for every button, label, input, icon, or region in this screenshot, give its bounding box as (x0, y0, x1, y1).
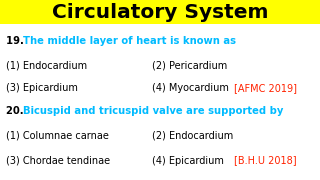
Text: Circulatory System: Circulatory System (52, 3, 268, 22)
Text: The middle layer of heart is known as: The middle layer of heart is known as (23, 35, 236, 46)
Text: (2) Endocardium: (2) Endocardium (152, 130, 233, 140)
Text: (4) Epicardium: (4) Epicardium (152, 156, 224, 166)
Text: (1) Endocardium: (1) Endocardium (6, 61, 87, 71)
Text: [B.H.U 2018]: [B.H.U 2018] (234, 156, 296, 166)
Text: (1) Columnae carnae: (1) Columnae carnae (6, 130, 108, 140)
Text: 19.: 19. (6, 35, 27, 46)
Text: (3) Chordae tendinae: (3) Chordae tendinae (6, 156, 110, 166)
Text: [AFMC 2019]: [AFMC 2019] (234, 83, 297, 93)
Text: (3) Epicardium: (3) Epicardium (6, 83, 78, 93)
Text: (2) Pericardium: (2) Pericardium (152, 61, 227, 71)
Text: Bicuspid and tricuspid valve are supported by: Bicuspid and tricuspid valve are support… (23, 106, 284, 116)
Text: 20.: 20. (6, 106, 27, 116)
Text: (4) Myocardium: (4) Myocardium (152, 83, 229, 93)
Bar (0, 0, 320, 24)
